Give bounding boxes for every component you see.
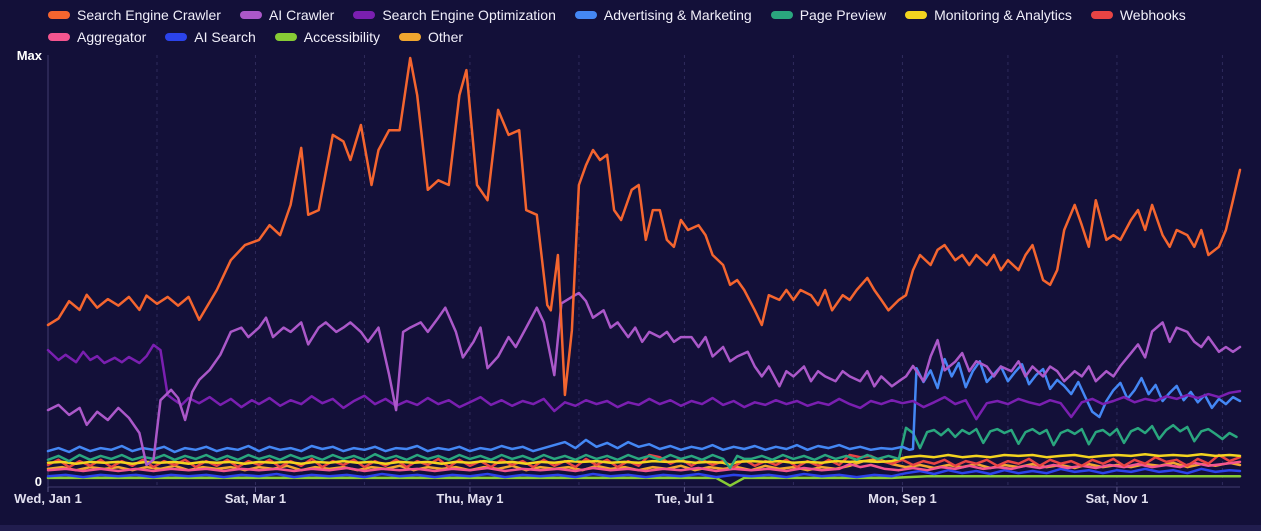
series-line-monitoring-analytics <box>46 452 1242 467</box>
series-line-accessibility <box>46 474 1242 487</box>
legend-item-other[interactable]: Other <box>399 28 463 45</box>
legend-row-2: Aggregator AI Search Accessibility Other <box>48 28 1186 45</box>
legend-swatch-search-engine-crawler <box>48 10 70 19</box>
legend-item-search-engine-crawler[interactable]: Search Engine Crawler <box>48 6 221 23</box>
legend-item-monitoring-analytics[interactable]: Monitoring & Analytics <box>905 6 1072 23</box>
legend-label: Aggregator <box>77 28 147 45</box>
legend-swatch-page-preview <box>770 10 793 19</box>
legend-label: Webhooks <box>1119 6 1186 23</box>
legend-item-search-engine-optimization[interactable]: Search Engine Optimization <box>353 6 556 23</box>
legend-label: Search Engine Crawler <box>77 6 221 23</box>
legend-label: Advertising & Marketing <box>603 6 752 23</box>
legend-label: AI Crawler <box>268 6 335 23</box>
series-line-ai-search <box>46 467 1242 479</box>
series-line-page-preview <box>46 423 1238 470</box>
legend-item-ai-search[interactable]: AI Search <box>165 28 256 45</box>
series-line-search-engine-optimization <box>46 343 1242 421</box>
legend-swatch-webhooks <box>1090 10 1113 19</box>
series-line-aggregator <box>46 460 1242 473</box>
legend-swatch-ai-crawler <box>239 10 262 19</box>
legend-swatch-other <box>399 32 422 41</box>
series-line-webhooks <box>46 453 1242 469</box>
legend-item-aggregator[interactable]: Aggregator <box>48 28 146 45</box>
legend-swatch-advertising-marketing <box>574 10 597 19</box>
legend-swatch-accessibility <box>274 32 297 41</box>
legend-swatch-aggregator <box>48 32 70 41</box>
legend-row-1: Search Engine Crawler AI Crawler Search En… <box>48 6 1186 23</box>
legend-label: Monitoring & Analytics <box>934 6 1072 23</box>
legend-item-ai-crawler[interactable]: AI Crawler <box>239 6 335 23</box>
legend-item-webhooks[interactable]: Webhooks <box>1090 6 1186 23</box>
series-line-advertising-marketing <box>46 357 1242 454</box>
x-tick-label: Sat, Nov 1 <box>1085 491 1149 506</box>
bottom-panel-edge <box>0 525 1261 531</box>
legend-swatch-search-engine-optimization <box>353 10 376 19</box>
x-tick-label: Thu, May 1 <box>436 491 504 506</box>
legend-swatch-ai-search <box>165 32 188 41</box>
y-axis-max-label: Max <box>16 48 42 63</box>
x-tick-label: Sat, Mar 1 <box>224 491 287 506</box>
legend-label: Accessibility <box>303 28 381 45</box>
legend-label: Other <box>428 28 464 45</box>
x-tick-label: Tue, Jul 1 <box>654 491 714 506</box>
legend-label: AI Search <box>194 28 256 45</box>
legend: Search Engine Crawler AI Crawler Search En… <box>48 6 1186 45</box>
legend-item-page-preview[interactable]: Page Preview <box>770 6 887 23</box>
y-axis-zero-label: 0 <box>34 474 42 489</box>
series-line-ai-crawler <box>46 291 1242 467</box>
legend-item-accessibility[interactable]: Accessibility <box>274 28 381 45</box>
legend-label: Search Engine Optimization <box>382 6 556 23</box>
x-tick-label: Wed, Jan 1 <box>14 491 82 506</box>
legend-label: Page Preview <box>799 6 887 23</box>
series-line-search-engine-crawler <box>46 56 1242 397</box>
x-tick-label: Mon, Sep 1 <box>868 491 937 506</box>
legend-item-advertising-marketing[interactable]: Advertising & Marketing <box>574 6 752 23</box>
legend-swatch-monitoring-analytics <box>905 10 928 19</box>
